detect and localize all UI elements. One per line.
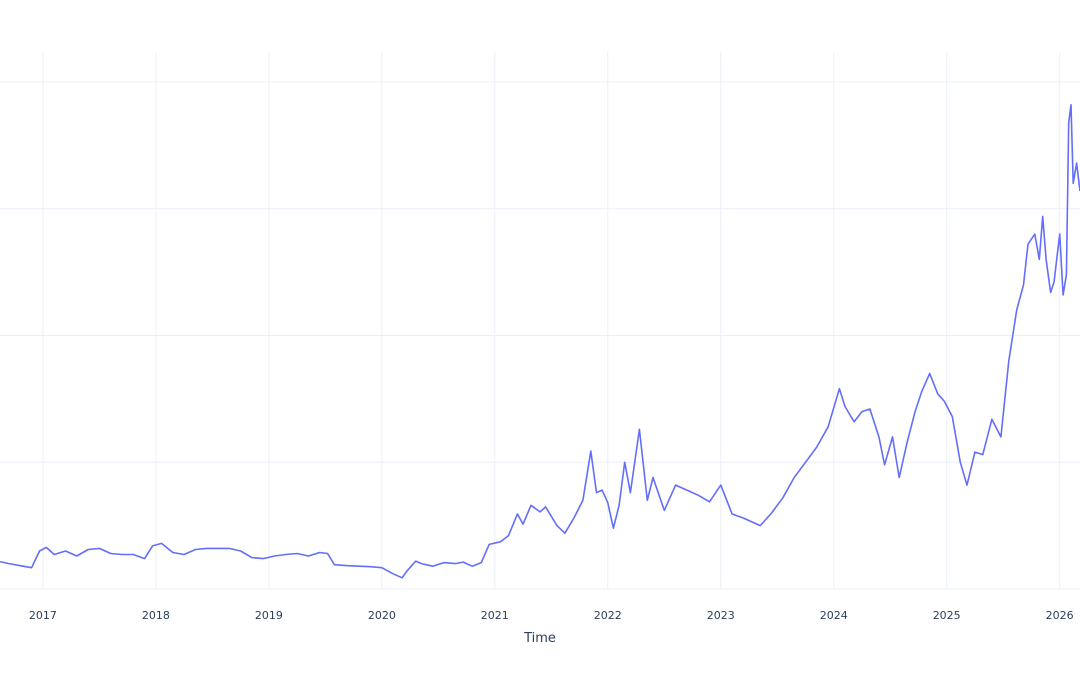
series-layer — [0, 104, 1080, 579]
x-tick-label-2021: 2021 — [481, 609, 509, 622]
series-line-0 — [0, 104, 1080, 579]
x-tick-label-2026: 2026 — [1046, 609, 1074, 622]
x-tick-label-2019: 2019 — [255, 609, 283, 622]
x-axis-title: Time — [523, 631, 556, 646]
x-tick-labels: 2017 2018 2019 2020 2021 2022 2023 2024 2025 2026 — [29, 609, 1074, 622]
x-tick-label-2018: 2018 — [142, 609, 170, 622]
y-gridlines — [0, 81, 1080, 590]
x-tick-label-2024: 2024 — [820, 609, 848, 622]
x-tick-label-2025: 2025 — [933, 609, 961, 622]
x-tick-label-2023: 2023 — [707, 609, 735, 622]
x-tick-label-2020: 2020 — [368, 609, 396, 622]
x-gridlines — [42, 52, 1061, 589]
x-tick-label-2017: 2017 — [29, 609, 57, 622]
x-tick-label-2022: 2022 — [594, 609, 622, 622]
